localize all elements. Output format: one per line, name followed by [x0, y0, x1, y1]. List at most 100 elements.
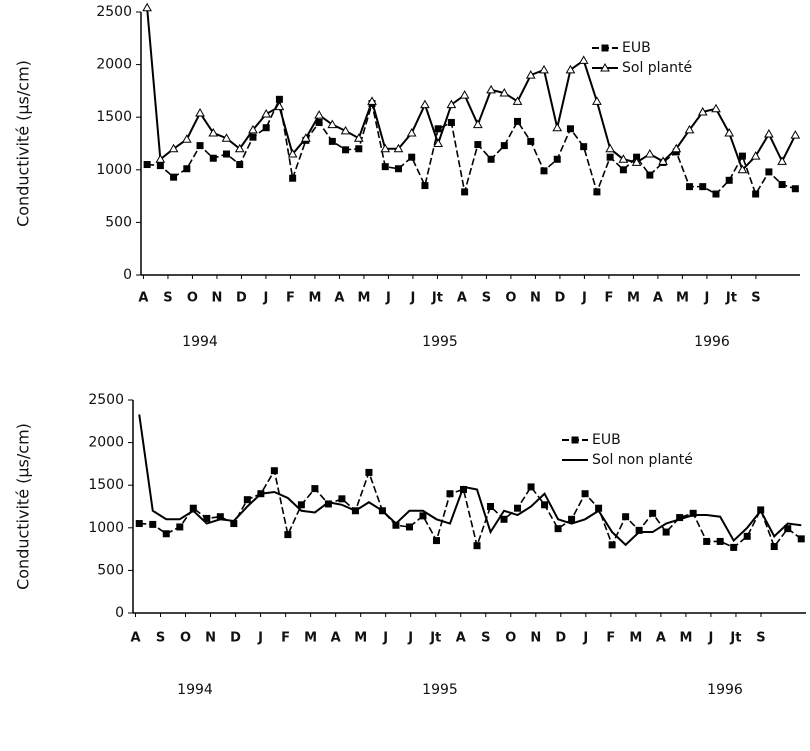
x-tick-label: Jt — [725, 291, 737, 306]
y-tick-label: 1500 — [96, 109, 132, 125]
x-tick-label: J — [581, 291, 587, 306]
point — [394, 165, 402, 173]
point — [284, 531, 292, 539]
x-tick-label: D — [236, 291, 247, 306]
point — [142, 2, 152, 12]
point — [684, 124, 695, 134]
point — [261, 109, 272, 118]
point — [500, 142, 508, 150]
point — [540, 167, 548, 175]
point — [581, 490, 589, 498]
point — [554, 525, 562, 533]
point — [419, 512, 427, 520]
y-tick-label: 2500 — [88, 392, 124, 408]
point — [275, 95, 283, 103]
x-tick-label: N — [211, 291, 222, 306]
point — [149, 520, 157, 528]
point — [527, 483, 535, 491]
point — [315, 118, 323, 126]
x-tick-label: J — [257, 631, 263, 646]
point — [644, 149, 655, 158]
chart: Conductivité (µs/cm) 0 500 1000 1500 2000 2500… — [14, 2, 801, 350]
y-tick-label: 500 — [97, 562, 124, 578]
x-tick-label: J — [410, 291, 416, 306]
point — [595, 504, 603, 512]
x-tick-label: F — [606, 631, 615, 646]
point — [553, 155, 561, 163]
point — [314, 110, 324, 119]
point — [568, 515, 576, 523]
x-tick-label: J — [382, 631, 388, 646]
point — [381, 163, 389, 171]
point — [686, 183, 694, 191]
point — [778, 181, 786, 189]
x-tick-label: A — [334, 291, 344, 306]
x-tick-label: M — [357, 291, 370, 306]
point — [338, 495, 346, 503]
point — [525, 70, 536, 79]
point — [408, 153, 416, 161]
point — [222, 150, 230, 158]
point — [580, 143, 588, 151]
point — [738, 152, 746, 160]
x-tick-label: S — [163, 291, 172, 306]
x-tick-label: N — [530, 291, 541, 306]
x-tick-label: A — [130, 631, 140, 646]
year-label: 1994 — [177, 682, 213, 698]
point — [301, 133, 311, 142]
series-line — [147, 96, 796, 196]
legend-label: EUB — [622, 40, 651, 56]
x-tick-label: O — [180, 631, 191, 646]
point — [658, 156, 668, 165]
point — [541, 501, 549, 509]
point — [155, 154, 166, 163]
year-label: 1996 — [707, 682, 743, 698]
x-tick-label: J — [263, 291, 269, 306]
series-line — [139, 468, 802, 549]
point — [725, 176, 733, 184]
year-label: 1995 — [422, 334, 458, 350]
point — [473, 542, 481, 550]
x-tick-label: S — [756, 631, 765, 646]
point — [168, 143, 179, 153]
point — [697, 106, 708, 116]
point — [353, 133, 364, 142]
point — [514, 117, 522, 125]
x-tick-label: O — [505, 291, 516, 306]
point — [340, 125, 351, 135]
point — [499, 87, 510, 97]
point — [221, 133, 232, 142]
point — [393, 143, 404, 153]
point — [646, 171, 654, 179]
x-tick-label: M — [354, 631, 367, 646]
point — [487, 503, 495, 510]
point — [565, 64, 576, 74]
y-axis-title: Conductivité (µs/cm) — [14, 60, 33, 227]
x-tick-label: D — [555, 631, 566, 646]
x-tick-label: N — [205, 631, 216, 646]
point — [784, 525, 792, 533]
point — [405, 523, 413, 531]
x-tick-label: A — [456, 631, 466, 646]
point — [770, 543, 778, 551]
point — [764, 129, 774, 138]
x-tick-label: S — [482, 291, 491, 306]
point — [512, 96, 523, 105]
point — [500, 515, 508, 523]
x-tick-label: J — [708, 631, 714, 646]
year-label: 1996 — [694, 334, 730, 350]
point — [635, 526, 643, 534]
point — [236, 161, 244, 169]
chart: Conductivité (µs/cm) 0 500 1000 1500 2000 2500… — [14, 392, 806, 698]
point — [355, 145, 363, 153]
point — [446, 490, 454, 498]
point — [270, 467, 278, 475]
point — [189, 504, 197, 512]
y-tick-label: 0 — [115, 605, 124, 621]
point — [487, 155, 495, 163]
point — [790, 130, 801, 139]
point — [461, 188, 469, 196]
point — [619, 166, 627, 174]
point — [262, 124, 270, 132]
